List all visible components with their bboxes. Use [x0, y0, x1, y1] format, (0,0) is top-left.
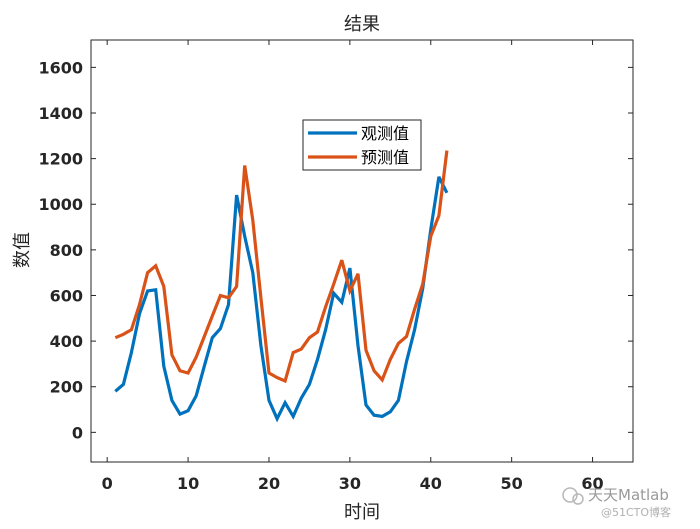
plot-area	[90, 39, 634, 463]
series-layer	[114, 150, 449, 423]
y-tick-label: 1400	[38, 104, 83, 123]
x-tick-label: 10	[177, 474, 199, 493]
wechat-icon	[562, 487, 578, 503]
y-tick-label: 1600	[38, 58, 83, 77]
ticks-layer: 0 10 20 30 40 50 60020040060080010001200140016…	[38, 40, 633, 493]
legend-label-observed: 观测值	[361, 124, 409, 143]
y-tick-label: 200	[50, 378, 83, 397]
y-tick-label: 1000	[38, 195, 83, 214]
y-axis-title: 数值	[12, 232, 33, 268]
series-line-predicted	[114, 150, 449, 384]
y-tick-label: 400	[50, 332, 83, 351]
legend-box	[302, 119, 422, 171]
watermark: 天天Matlab @51CTO博客	[562, 486, 671, 519]
chart-title: 结果	[344, 14, 380, 35]
legend-label-predicted: 预测值	[361, 148, 409, 167]
x-tick-label: 20	[258, 474, 280, 493]
x-tick-label: 30	[339, 474, 361, 493]
watermark-sub: @51CTO博客	[601, 505, 671, 519]
x-tick-label: 40	[420, 474, 442, 493]
y-tick-label: 800	[50, 241, 83, 260]
watermark-brand: 天天Matlab	[588, 486, 669, 504]
y-tick-label: 600	[50, 286, 83, 305]
y-tick-label: 0	[72, 423, 83, 442]
x-tick-label: 60	[581, 474, 603, 493]
x-axis-title: 时间	[344, 502, 380, 523]
y-tick-label: 1200	[38, 150, 83, 169]
x-tick-label: 50	[501, 474, 523, 493]
x-tick-label: 0	[102, 474, 113, 493]
legend: 观测值 预测值	[302, 119, 422, 171]
wechat-icon-bubble	[572, 493, 584, 505]
axes-box	[90, 39, 634, 463]
series-line-observed	[114, 176, 449, 423]
